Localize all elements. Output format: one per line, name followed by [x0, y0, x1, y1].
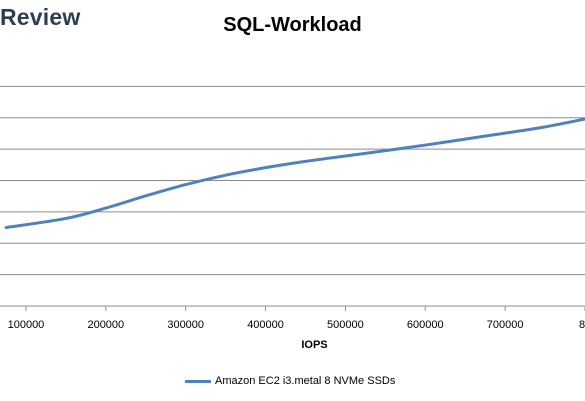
x-tick-label: 600000 [407, 319, 444, 331]
series-layer [4, 117, 585, 230]
x-tick-labels: 100000 200000 300000 400000 500000 600000 7000… [8, 319, 585, 331]
x-tick-label: 100000 [8, 319, 45, 331]
x-tick-label: 300000 [167, 319, 204, 331]
x-tick-label: 8 [579, 319, 585, 331]
gridlines [0, 85, 585, 276]
x-tick-label: 400000 [247, 319, 284, 331]
x-axis [0, 305, 585, 311]
x-tick-label: 200000 [87, 319, 124, 331]
x-tick-label: 700000 [487, 319, 524, 331]
chart-title: SQL-Workload [223, 14, 362, 36]
legend-swatch [185, 379, 211, 383]
legend-label: Amazon EC2 i3.metal 8 NVMe SSDs [215, 375, 396, 387]
brand-logo-text: Review [0, 4, 81, 30]
legend: Amazon EC2 i3.metal 8 NVMe SSDs [185, 375, 395, 387]
x-tick-label: 500000 [327, 319, 364, 331]
x-axis-label: IOPS [301, 339, 328, 351]
series-line-0 [4, 117, 585, 230]
